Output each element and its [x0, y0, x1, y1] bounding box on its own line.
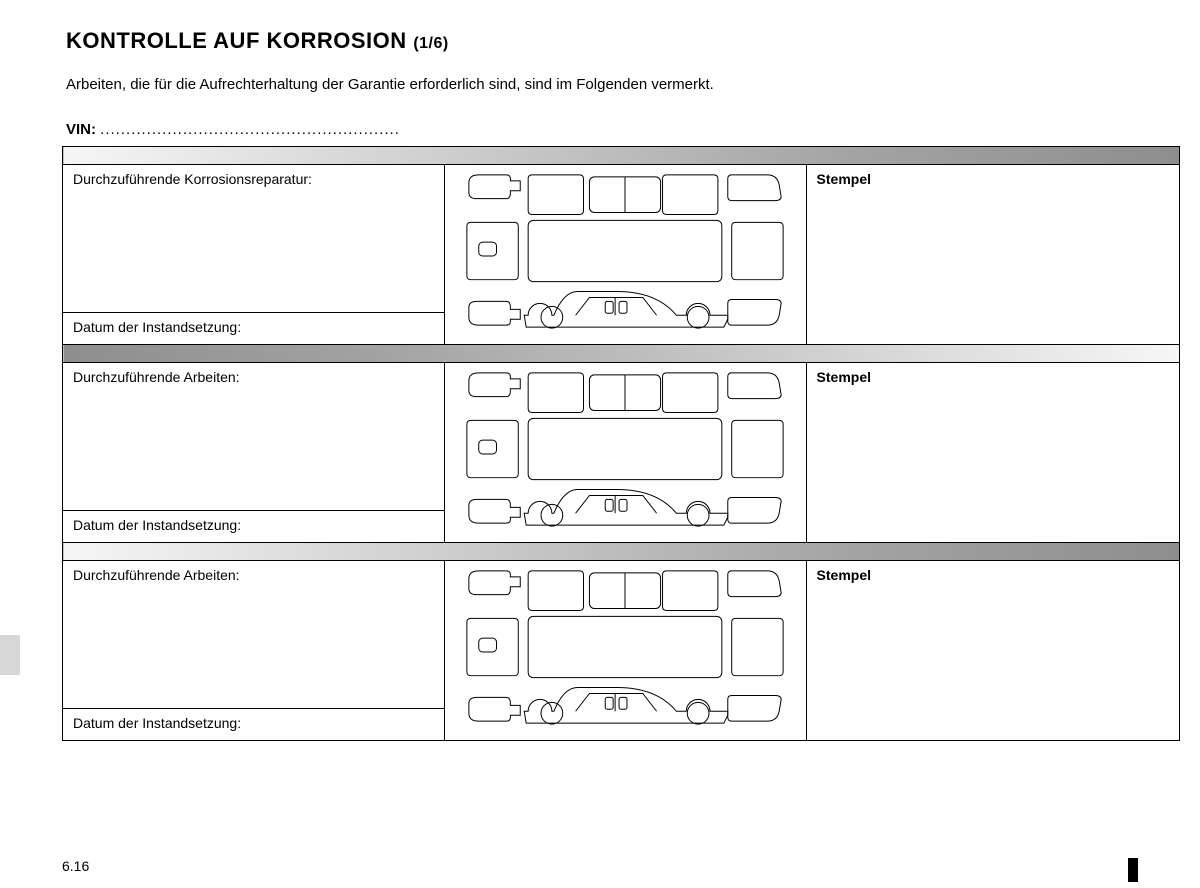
- date-label: Datum der Instandsetzung:: [63, 313, 444, 343]
- stamp-cell: Stempel: [806, 363, 1179, 543]
- diagram-cell: [444, 165, 806, 345]
- vin-label: VIN:: [66, 121, 100, 138]
- work-date-cell: Durchzuführende Korrosionsreparatur: Dat…: [63, 165, 445, 345]
- work-label: Durchzuführende Korrosionsreparatur:: [63, 165, 444, 313]
- date-label: Datum der Instandsetzung:: [63, 709, 444, 739]
- title-sub: (1/6): [413, 35, 448, 52]
- separator-row: [63, 147, 1180, 165]
- work-label: Durchzuführende Arbeiten:: [63, 363, 444, 511]
- inspection-block: Durchzuführende Arbeiten: Datum der Inst…: [63, 363, 1180, 543]
- work-date-cell: Durchzuführende Arbeiten: Datum der Inst…: [63, 561, 445, 741]
- car-panels-icon: [455, 565, 795, 733]
- diagram-cell: [444, 363, 806, 543]
- work-date-cell: Durchzuführende Arbeiten: Datum der Inst…: [63, 363, 445, 543]
- diagram-cell: [444, 561, 806, 741]
- page-title: KONTROLLE AUF KORROSION (1/6): [66, 28, 1182, 54]
- crop-mark: [1128, 858, 1138, 882]
- inspection-block: Durchzuführende Korrosionsreparatur: Dat…: [63, 165, 1180, 345]
- separator-row: [63, 345, 1180, 363]
- date-label: Datum der Instandsetzung:: [63, 511, 444, 541]
- vin-dots: ........................................…: [100, 121, 400, 138]
- work-label: Durchzuführende Arbeiten:: [63, 561, 444, 709]
- vin-line: VIN: ...................................…: [66, 121, 1182, 138]
- page-number: 6.16: [62, 858, 89, 874]
- document-page: KONTROLLE AUF KORROSION (1/6) Arbeiten, …: [0, 0, 1200, 888]
- inspection-block: Durchzuführende Arbeiten: Datum der Inst…: [63, 561, 1180, 741]
- stamp-cell: Stempel: [806, 165, 1179, 345]
- separator-row: [63, 543, 1180, 561]
- car-panels-icon: [455, 169, 795, 337]
- car-panels-icon: [455, 367, 795, 535]
- title-main: KONTROLLE AUF KORROSION: [66, 28, 407, 53]
- stamp-cell: Stempel: [806, 561, 1179, 741]
- side-tab: [0, 635, 20, 675]
- intro-text: Arbeiten, die für die Aufrechterhaltung …: [66, 76, 1182, 93]
- inspection-table: Durchzuführende Korrosionsreparatur: Dat…: [62, 146, 1180, 741]
